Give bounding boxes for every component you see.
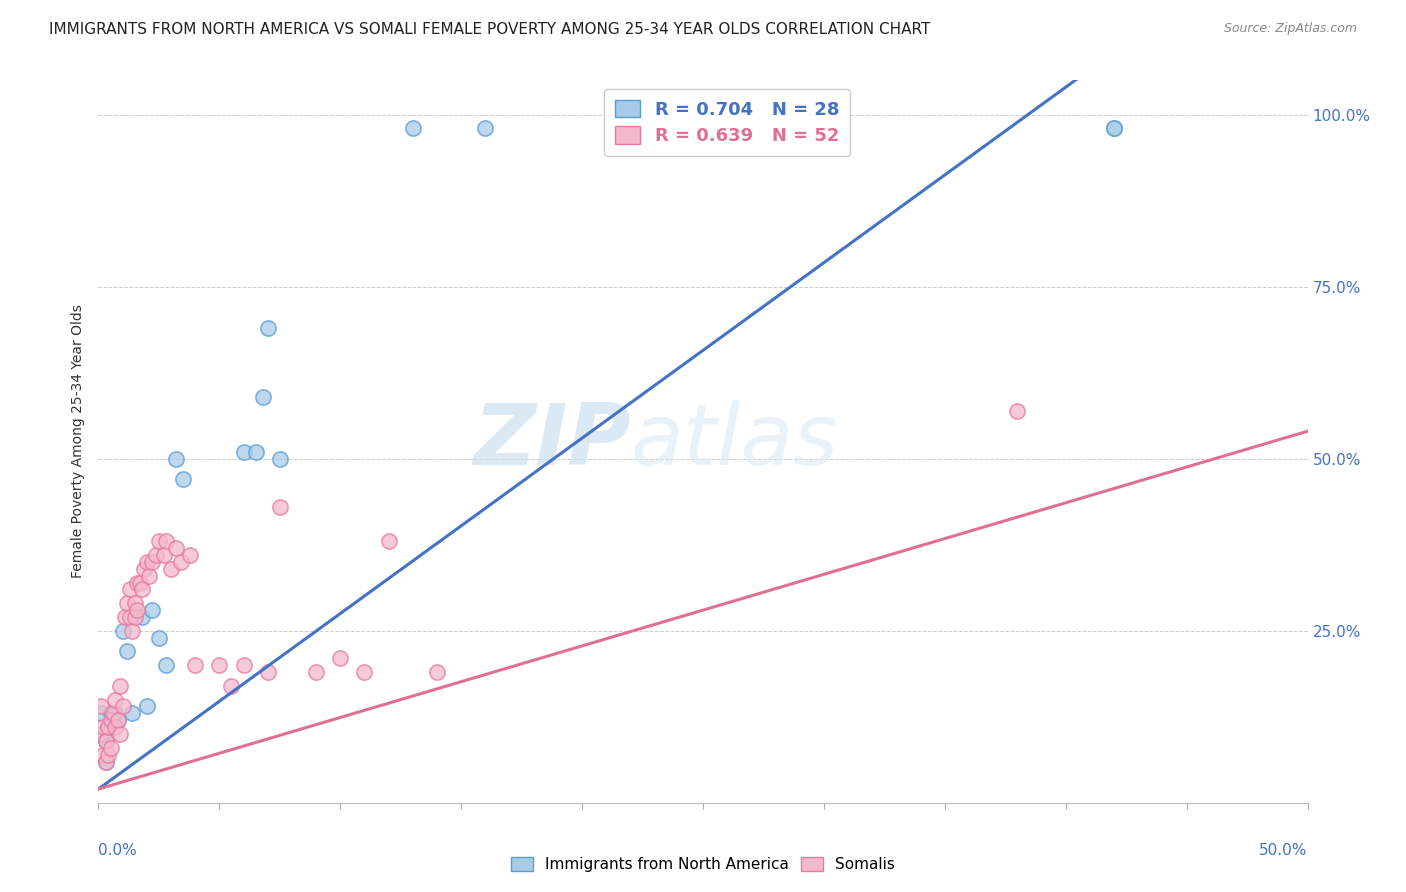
Point (121, 706, 143, 721)
Text: ZIP: ZIP (472, 400, 630, 483)
Point (94, 755, 117, 769)
Point (252, 390, 274, 404)
Point (101, 713, 124, 727)
Point (104, 706, 127, 721)
Point (128, 575, 150, 590)
Point (165, 541, 187, 556)
Point (108, 727, 131, 741)
Point (152, 548, 174, 562)
Point (179, 548, 201, 562)
Point (127, 603, 149, 617)
Point (100, 740, 122, 755)
Point (127, 575, 149, 590)
Point (107, 713, 129, 727)
Point (138, 568, 160, 582)
Point (134, 562, 156, 576)
Point (184, 658, 207, 673)
Point (145, 548, 167, 562)
Point (221, 679, 243, 693)
Text: atlas: atlas (630, 400, 838, 483)
Point (104, 720, 127, 734)
Point (104, 692, 127, 706)
Point (97, 747, 120, 762)
Point (111, 699, 134, 714)
Point (269, 500, 291, 514)
Point (256, 321, 278, 335)
Point (91, 727, 114, 741)
Point (91, 747, 114, 762)
Point (97, 720, 120, 734)
Point (97, 720, 120, 734)
Point (100, 706, 122, 721)
Point (148, 631, 170, 645)
Point (377, 534, 399, 549)
Point (121, 624, 143, 638)
Point (245, 445, 267, 459)
Point (172, 472, 194, 486)
Point (124, 610, 146, 624)
Point (169, 555, 191, 569)
Point (90, 727, 112, 741)
Point (94, 734, 117, 748)
Point (426, 665, 449, 679)
Point (94, 755, 117, 769)
Point (94, 734, 117, 748)
Text: Source: ZipAtlas.com: Source: ZipAtlas.com (1223, 22, 1357, 36)
Point (474, 121, 496, 136)
Point (91, 720, 114, 734)
Point (232, 445, 254, 459)
Point (90, 706, 112, 721)
Point (256, 665, 278, 679)
Point (402, 121, 425, 136)
Point (135, 555, 157, 569)
Point (117, 644, 139, 658)
Point (1102, 121, 1125, 136)
Point (353, 665, 375, 679)
Point (141, 603, 163, 617)
Y-axis label: Female Poverty Among 25-34 Year Olds: Female Poverty Among 25-34 Year Olds (72, 304, 86, 579)
Point (305, 665, 328, 679)
Legend: Immigrants from North America, Somalis: Immigrants from North America, Somalis (503, 849, 903, 880)
Point (108, 679, 131, 693)
Text: 0.0%: 0.0% (98, 843, 138, 857)
Point (155, 658, 177, 673)
Point (208, 658, 231, 673)
Point (269, 451, 291, 466)
Point (141, 555, 163, 569)
Point (155, 534, 177, 549)
Legend: R = 0.704   N = 28, R = 0.639   N = 52: R = 0.704 N = 28, R = 0.639 N = 52 (605, 89, 851, 156)
Point (329, 651, 352, 665)
Point (107, 713, 129, 727)
Point (124, 596, 146, 610)
Point (232, 658, 254, 673)
Point (135, 699, 157, 714)
Point (131, 610, 153, 624)
Text: 50.0%: 50.0% (1260, 843, 1308, 857)
Point (118, 582, 141, 597)
Point (90, 699, 112, 714)
Point (114, 610, 136, 624)
Point (131, 582, 153, 597)
Point (117, 596, 139, 610)
Point (101, 706, 124, 721)
Point (111, 624, 134, 638)
Point (148, 534, 170, 549)
Point (160, 562, 183, 576)
Point (165, 451, 187, 466)
Point (100, 713, 122, 727)
Point (118, 610, 141, 624)
Text: IMMIGRANTS FROM NORTH AMERICA VS SOMALI FEMALE POVERTY AMONG 25-34 YEAR OLDS COR: IMMIGRANTS FROM NORTH AMERICA VS SOMALI … (49, 22, 931, 37)
Point (1102, 121, 1125, 136)
Point (1007, 403, 1029, 417)
